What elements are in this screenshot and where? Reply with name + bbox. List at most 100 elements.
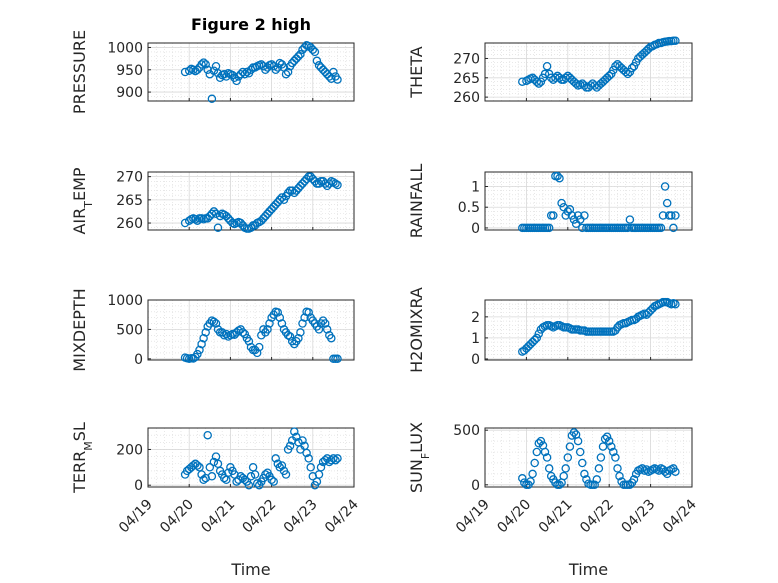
- data-point: [300, 313, 309, 322]
- data-point: [316, 63, 326, 72]
- data-point: [203, 65, 212, 75]
- data-point: [559, 471, 568, 481]
- data-point: [242, 67, 252, 77]
- x-axis-label: Time: [230, 560, 270, 579]
- data-series: [180, 307, 342, 364]
- axes-box: [484, 171, 693, 231]
- data-point: [219, 69, 229, 79]
- y-tick-label: 0.5: [458, 200, 480, 216]
- data-point: [526, 477, 535, 486]
- data-point: [285, 332, 295, 341]
- plot-area: [484, 42, 693, 102]
- data-point: [327, 333, 336, 343]
- data-point: [333, 75, 342, 84]
- plot-area: [484, 427, 693, 488]
- x-tick-label: 04/19: [116, 497, 156, 537]
- data-point: [298, 319, 307, 328]
- data-point: [580, 211, 589, 220]
- data-point: [201, 60, 210, 69]
- subplot-air: 260 265 270 AIRTEMP: [70, 167, 355, 235]
- y-tick-label: 270: [453, 51, 480, 67]
- data-point: [296, 181, 305, 191]
- data-point: [265, 319, 274, 328]
- y-tick-label: 260: [116, 216, 143, 232]
- y-tick-label: 900: [116, 85, 143, 101]
- data-point: [609, 447, 618, 457]
- figure-title: Figure 2 high: [191, 15, 311, 34]
- data-point: [621, 67, 631, 77]
- data-point: [532, 447, 542, 457]
- data-point: [203, 214, 212, 223]
- data-point: [530, 458, 539, 468]
- data-point: [277, 319, 287, 328]
- data-point: [193, 461, 202, 470]
- data-point: [615, 471, 624, 481]
- data-point: [294, 333, 303, 343]
- x-tick-label: 04/21: [536, 497, 576, 537]
- data-point: [290, 427, 299, 436]
- data-point: [569, 428, 579, 437]
- data-point: [596, 453, 606, 462]
- data-point: [232, 477, 241, 486]
- data-point: [532, 333, 542, 343]
- data-point: [331, 455, 340, 465]
- data-point: [213, 223, 223, 232]
- data-point: [296, 49, 305, 59]
- y-axis-label: TERRMSL: [70, 422, 95, 494]
- data-point: [528, 469, 537, 479]
- data-point: [269, 477, 278, 486]
- data-point: [281, 470, 291, 479]
- data-point: [604, 436, 614, 446]
- data-point: [310, 47, 320, 57]
- data-point: [625, 480, 635, 490]
- data-series: [180, 172, 342, 233]
- y-tick-label: 1: [471, 331, 480, 347]
- data-point: [611, 453, 620, 462]
- axes-box: [484, 42, 693, 102]
- data-point: [211, 319, 221, 328]
- data-series: [180, 40, 342, 104]
- data-point: [592, 475, 602, 484]
- data-point: [331, 179, 340, 188]
- data-point: [565, 442, 575, 451]
- x-tick-label: 04/23: [619, 497, 659, 537]
- data-point: [246, 472, 256, 481]
- data-point: [316, 463, 326, 472]
- data-point: [563, 453, 573, 462]
- data-point: [549, 211, 558, 220]
- data-series: [180, 427, 342, 490]
- data-point: [325, 179, 334, 188]
- data-point: [571, 79, 581, 88]
- data-point: [207, 472, 217, 481]
- data-point: [207, 94, 217, 104]
- data-point: [575, 447, 585, 457]
- data-point: [240, 69, 250, 79]
- data-point: [191, 215, 200, 224]
- y-tick-label: 950: [116, 63, 143, 79]
- data-point: [551, 478, 560, 487]
- data-point: [555, 480, 564, 490]
- data-point: [532, 77, 542, 86]
- data-point: [275, 313, 285, 322]
- data-point: [201, 328, 210, 337]
- data-point: [333, 354, 342, 364]
- axes-box: [147, 299, 355, 361]
- x-tick-label: 04/24: [322, 496, 362, 536]
- data-point: [222, 329, 231, 339]
- data-point: [320, 319, 330, 328]
- data-point: [193, 65, 202, 75]
- data-point: [213, 69, 223, 78]
- data-point: [333, 180, 342, 190]
- data-point: [534, 79, 544, 88]
- y-tick-label: 2: [471, 310, 480, 326]
- data-point: [271, 454, 280, 463]
- data-point: [540, 447, 550, 457]
- data-point: [642, 465, 651, 474]
- data-point: [205, 463, 215, 472]
- data-point: [285, 441, 295, 451]
- data-point: [629, 475, 639, 484]
- subplot-terr: 0 200 TERRMSL 04/19 04/20 04/21 04/22 04/23 04/2…: [70, 422, 362, 579]
- x-tick-label: 04/23: [281, 497, 321, 537]
- data-point: [207, 209, 217, 219]
